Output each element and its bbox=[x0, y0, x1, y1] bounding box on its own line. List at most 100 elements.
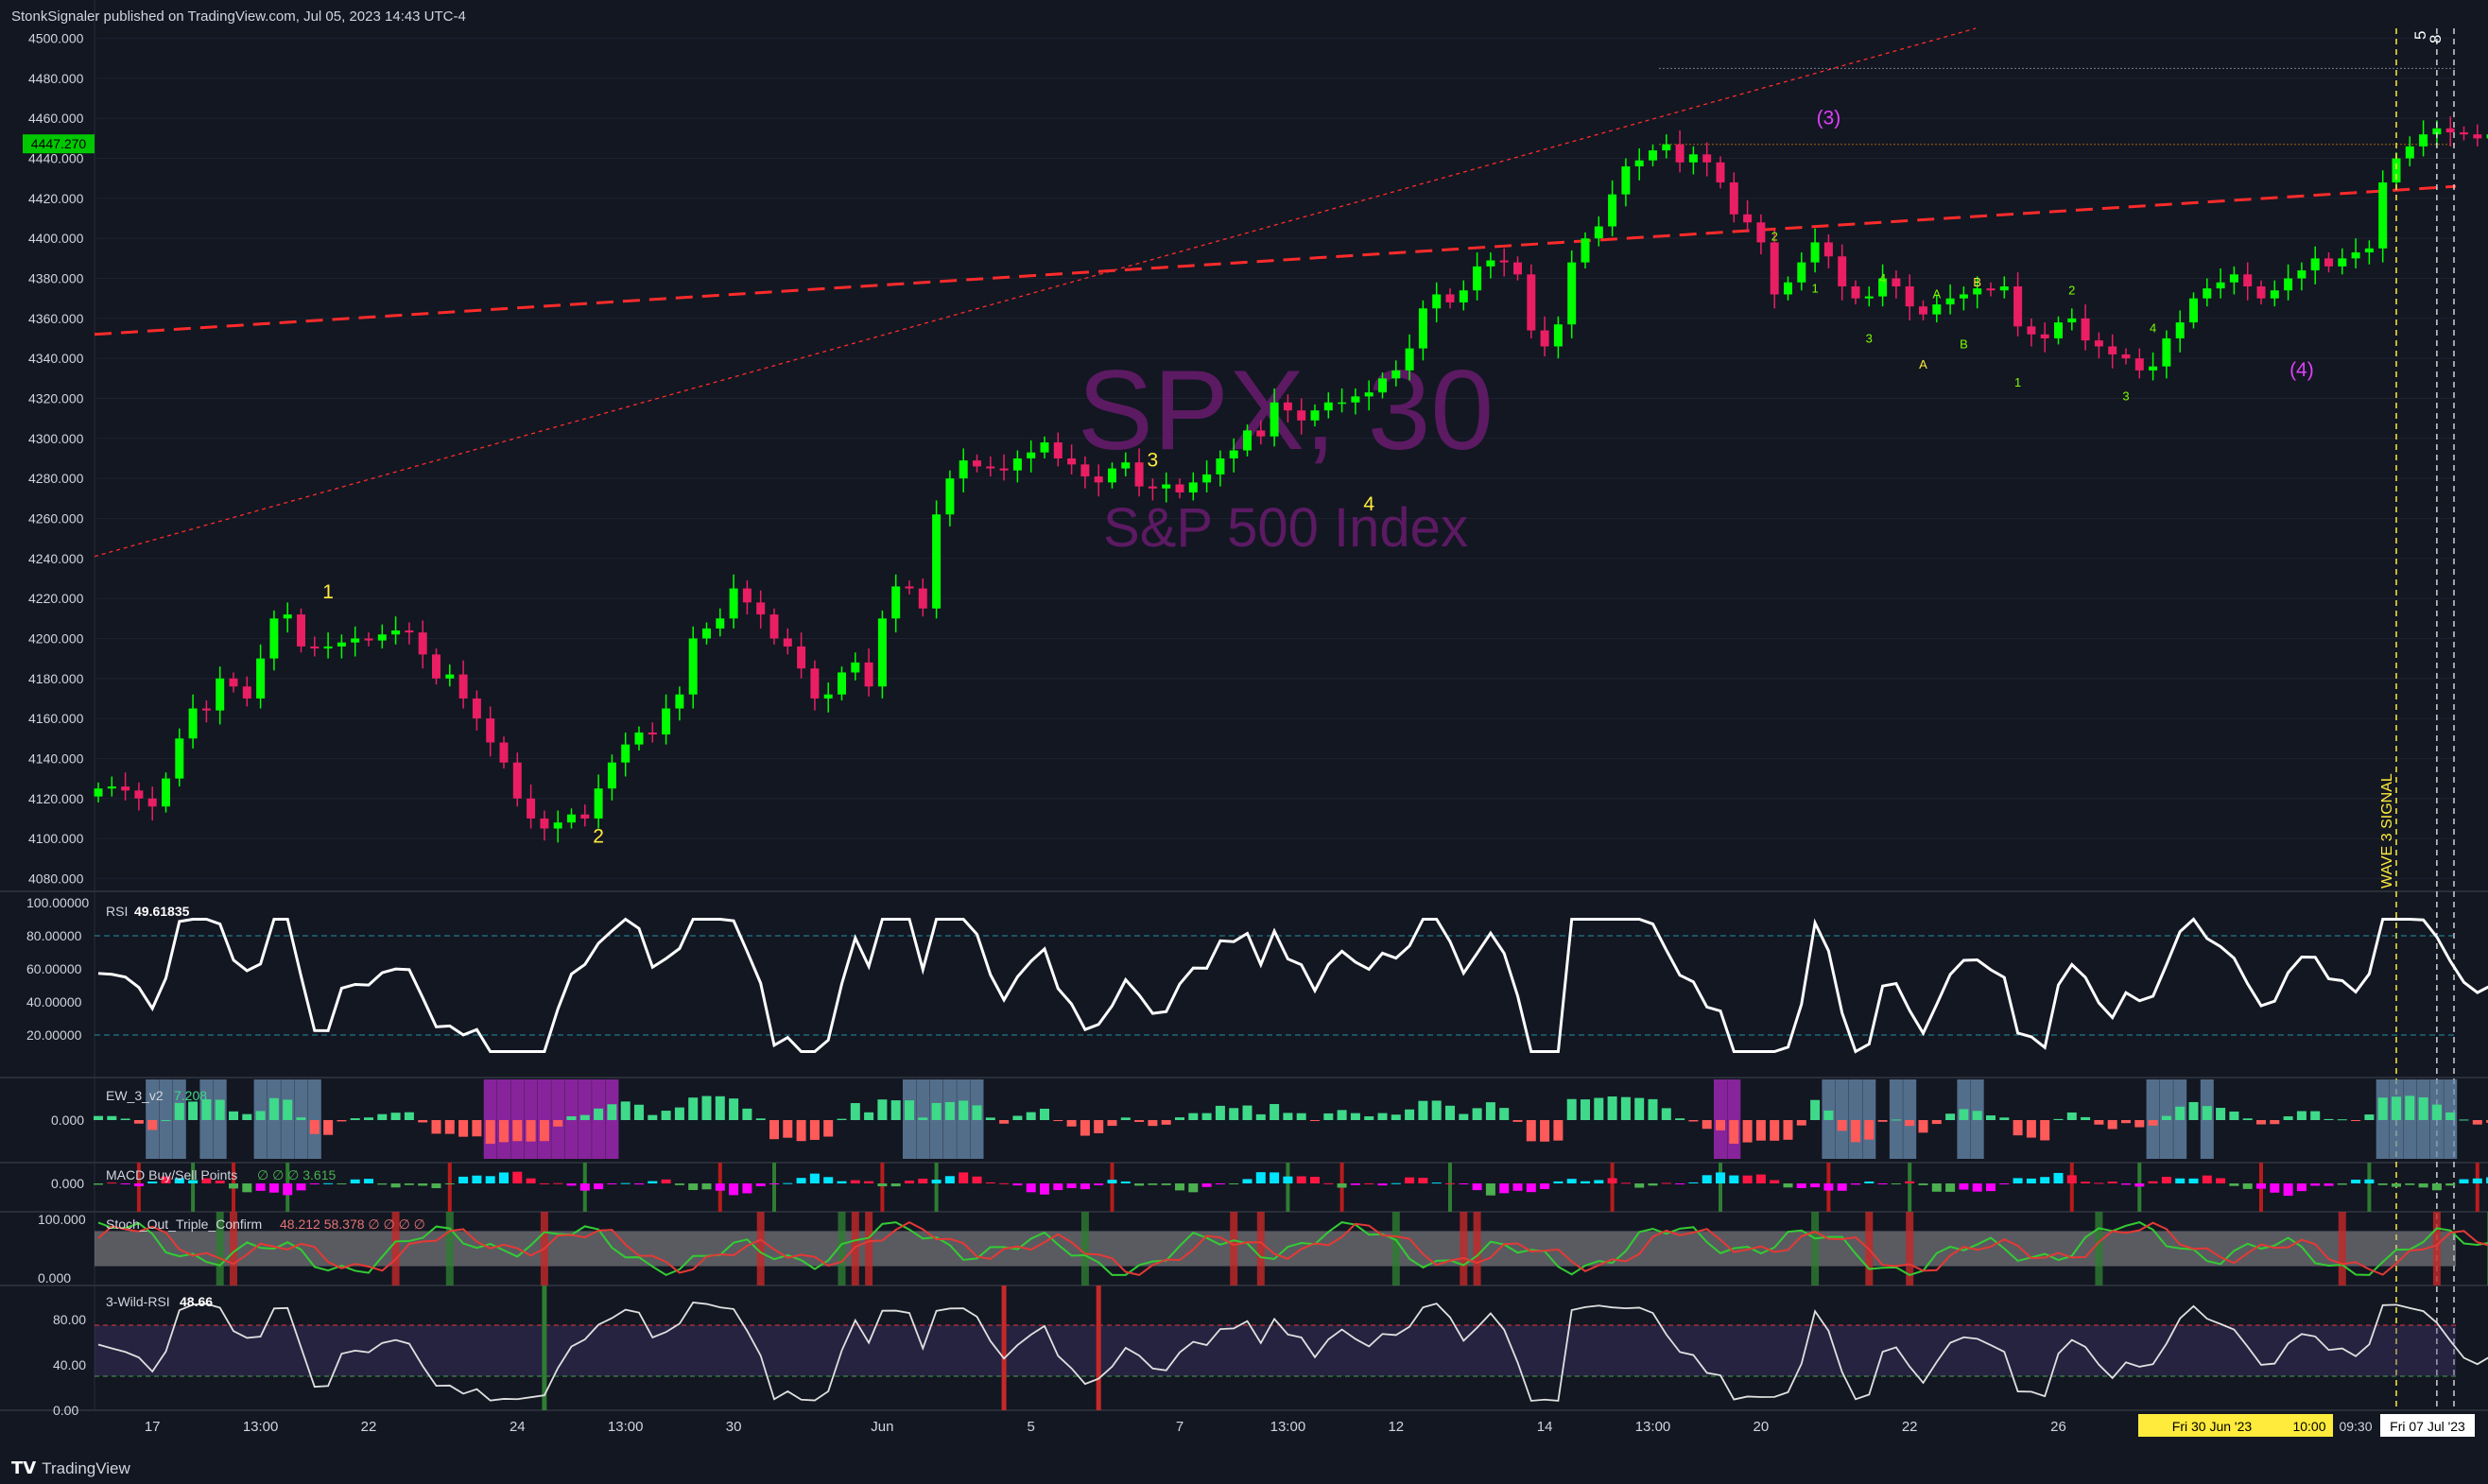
ew-bar bbox=[715, 1096, 725, 1120]
price-tick-label: 4120.000 bbox=[28, 791, 84, 806]
ew-bar bbox=[268, 1097, 279, 1120]
ew-bar bbox=[2405, 1096, 2415, 1120]
stoch-tick-label: 100.000 bbox=[38, 1212, 86, 1227]
candle-body bbox=[107, 786, 116, 789]
ew-bar bbox=[1472, 1108, 1482, 1120]
candle-body bbox=[1012, 458, 1022, 471]
price-tick-label: 4140.000 bbox=[28, 751, 84, 766]
ew-bar bbox=[323, 1120, 334, 1135]
x-tick-label: 13:00 bbox=[608, 1419, 644, 1435]
candle-body bbox=[229, 678, 238, 687]
candle-body bbox=[2216, 282, 2225, 289]
candle-body bbox=[2094, 340, 2103, 347]
x-tick-label: Jun bbox=[871, 1419, 893, 1435]
ew-bar bbox=[944, 1101, 955, 1120]
ew-bar bbox=[1810, 1099, 1821, 1120]
macd-bar bbox=[418, 1183, 428, 1186]
candle-body bbox=[891, 586, 901, 619]
sub-wave-label: A bbox=[1932, 287, 1941, 302]
macd-bar bbox=[1999, 1183, 2010, 1184]
ew-bar bbox=[2229, 1111, 2239, 1120]
price-tick-label: 4160.000 bbox=[28, 711, 84, 726]
candle-body bbox=[1932, 304, 1942, 315]
ew-bar bbox=[2459, 1119, 2469, 1121]
candle-body bbox=[391, 630, 401, 635]
macd-bar bbox=[1594, 1180, 1604, 1183]
wave-label: (3) bbox=[1817, 108, 1841, 129]
wave-label: (4) bbox=[2289, 359, 2314, 381]
macd-bar bbox=[268, 1183, 279, 1193]
macd-bar bbox=[458, 1176, 469, 1183]
candle-body bbox=[2162, 338, 2171, 367]
macd-bar bbox=[2256, 1183, 2266, 1189]
ew-bar bbox=[2310, 1111, 2321, 1120]
ew-bar bbox=[1959, 1109, 1969, 1120]
ew-bar bbox=[2283, 1116, 2293, 1120]
price-tick-label: 4080.000 bbox=[28, 871, 84, 886]
ew-bar bbox=[1040, 1108, 1049, 1120]
stoch-signal-bar bbox=[230, 1212, 237, 1286]
wave3-signal-label: WAVE 3 SIGNAL bbox=[2379, 773, 2395, 889]
macd-bar bbox=[526, 1178, 536, 1183]
ew-bar bbox=[1485, 1102, 1495, 1120]
candle-body bbox=[1823, 242, 1833, 257]
ew-bar bbox=[1134, 1120, 1145, 1122]
x-tick-label: 17 bbox=[145, 1419, 161, 1435]
ew-highlight-magenta bbox=[1714, 1079, 1727, 1159]
price-tick-label: 4300.000 bbox=[28, 431, 84, 446]
ew-bar bbox=[1161, 1120, 1171, 1125]
macd-bar bbox=[1742, 1175, 1753, 1183]
macd-bar bbox=[1215, 1183, 1225, 1184]
candle-body bbox=[1621, 166, 1631, 195]
ew-bar bbox=[1594, 1097, 1604, 1120]
stoch-values: 48.212 58.378 ∅ ∅ ∅ ∅ bbox=[280, 1217, 425, 1232]
macd-bar bbox=[1634, 1183, 1645, 1188]
macd-bar bbox=[1770, 1180, 1780, 1183]
ew-bar bbox=[2081, 1116, 2091, 1120]
ew-bar bbox=[2094, 1120, 2104, 1125]
macd-bar bbox=[1512, 1183, 1523, 1191]
macd-bar bbox=[1905, 1181, 1915, 1183]
candle-body bbox=[1094, 476, 1103, 483]
candle-body bbox=[2134, 358, 2144, 371]
price-tick-label: 4400.000 bbox=[28, 231, 84, 246]
candle-body bbox=[1662, 144, 1671, 151]
ew-bar bbox=[526, 1120, 536, 1142]
candle-body bbox=[851, 662, 860, 673]
macd-bar bbox=[1053, 1183, 1063, 1191]
candle-body bbox=[162, 778, 170, 807]
ew-bar bbox=[418, 1120, 428, 1123]
macd-bar bbox=[1891, 1183, 1901, 1184]
candle-body bbox=[1364, 392, 1374, 397]
ew-bar bbox=[729, 1098, 739, 1120]
stoch-signal-bar bbox=[2432, 1212, 2441, 1286]
ew-bar bbox=[634, 1104, 644, 1120]
x-tick-label: 26 bbox=[2050, 1419, 2066, 1435]
candle-body bbox=[769, 614, 779, 639]
macd-bar bbox=[1270, 1172, 1280, 1183]
candle-body bbox=[121, 786, 130, 791]
candle-body bbox=[1608, 194, 1617, 227]
ew-bar bbox=[229, 1111, 238, 1120]
ew-bar bbox=[2242, 1118, 2253, 1120]
macd-bar bbox=[2377, 1183, 2388, 1185]
macd-bar bbox=[1472, 1183, 1482, 1191]
macd-bar bbox=[364, 1179, 373, 1183]
candle-body bbox=[2392, 158, 2401, 182]
candle-body bbox=[1527, 274, 1536, 331]
ew-bar bbox=[283, 1099, 293, 1120]
ew-bar bbox=[1755, 1120, 1766, 1141]
ew-bar bbox=[1080, 1120, 1090, 1136]
macd-bar bbox=[1607, 1178, 1617, 1183]
ew-bar bbox=[796, 1120, 806, 1142]
trend-line-dotted bbox=[94, 27, 1977, 558]
wild-rsi-value: 48.66 bbox=[180, 1294, 213, 1309]
ew-bar bbox=[1242, 1105, 1253, 1120]
ew-bar bbox=[877, 1099, 888, 1120]
wild-rsi-label: 3-Wild-RSI bbox=[106, 1294, 170, 1309]
ew-bar bbox=[553, 1120, 563, 1127]
ew-highlight-magenta bbox=[1727, 1079, 1741, 1159]
macd-bar bbox=[905, 1181, 914, 1183]
macd-bar bbox=[133, 1183, 144, 1186]
